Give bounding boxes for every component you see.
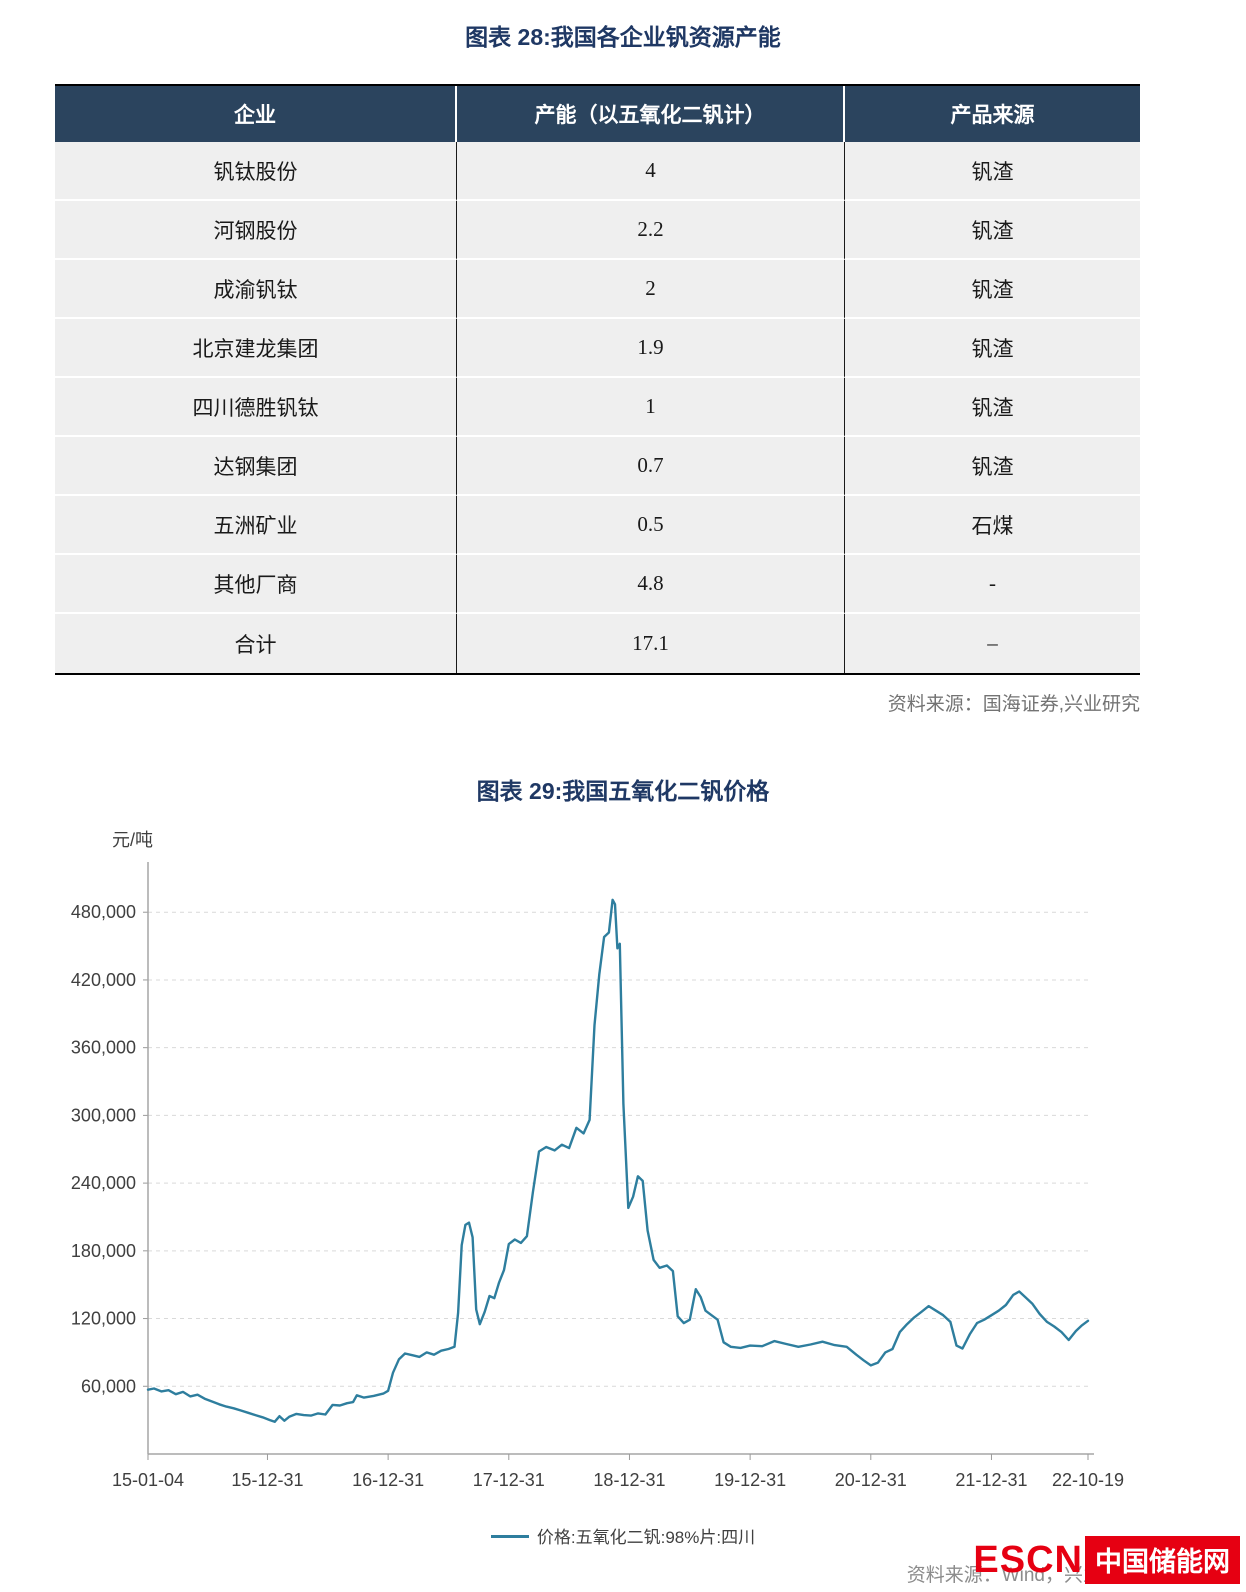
table-cell: 其他厂商	[55, 555, 457, 614]
svg-text:17-12-31: 17-12-31	[473, 1470, 545, 1490]
legend-line-swatch	[490, 1535, 529, 1539]
table-row: 成渝钒钛 2 钒渣	[55, 260, 1140, 319]
figure28-source-note: 资料来源：国海证券,兴业研究	[887, 694, 1140, 715]
svg-text:420,000: 420,000	[71, 970, 136, 990]
escn-logo-text: ESCN	[973, 1538, 1083, 1581]
chart-legend: 价格:五氧化二钒:98%片:四川	[0, 1523, 1246, 1548]
svg-text:20-12-31: 20-12-31	[835, 1470, 907, 1490]
table-cell: 钒渣	[845, 437, 1140, 496]
table-cell: 达钢集团	[55, 437, 457, 496]
figure28-title: 图表 28:我国各企业钒资源产能	[465, 24, 781, 50]
table-header-row: 企业 产能（以五氧化二钒计） 产品来源	[55, 86, 1140, 142]
capacity-table-head: 企业 产能（以五氧化二钒计） 产品来源	[55, 86, 1140, 142]
table-cell: 17.1	[457, 614, 845, 673]
table-cell: 1	[457, 378, 845, 437]
table-cell: 河钢股份	[55, 201, 457, 260]
legend-label: 价格:五氧化二钒:98%片:四川	[536, 1528, 756, 1547]
table-cell: 4.8	[457, 555, 845, 614]
svg-text:16-12-31: 16-12-31	[352, 1470, 424, 1490]
table-row: 钒钛股份 4 钒渣	[55, 142, 1140, 201]
price-chart: 60,000 120,000 180,000 240,000 300,000 360,00…	[71, 830, 1124, 1490]
table-row: 四川德胜钒钛 1 钒渣	[55, 378, 1140, 437]
table-cell: 1.9	[457, 319, 845, 378]
table-cell: 2.2	[457, 201, 845, 260]
table-cell: 钒渣	[845, 142, 1140, 201]
svg-text:120,000: 120,000	[71, 1309, 136, 1329]
table-cell: 4	[457, 142, 845, 201]
table-cell: 钒渣	[845, 378, 1140, 437]
svg-text:480,000: 480,000	[71, 902, 136, 922]
table-cell: 0.5	[457, 496, 845, 555]
svg-text:18-12-31: 18-12-31	[593, 1470, 665, 1490]
capacity-table: 企业 产能（以五氧化二钒计） 产品来源 钒钛股份 4 钒渣 河钢股份 2.2 钒渣 成渝钒钛…	[55, 84, 1140, 675]
table-row: 北京建龙集团 1.9 钒渣	[55, 319, 1140, 378]
svg-text:360,000: 360,000	[71, 1038, 136, 1058]
figure29-title: 图表 29:我国五氧化二钒价格	[476, 778, 770, 804]
svg-text:21-12-31: 21-12-31	[955, 1470, 1027, 1490]
svg-text:180,000: 180,000	[71, 1241, 136, 1261]
svg-text:300,000: 300,000	[71, 1105, 136, 1125]
svg-text:元/吨: 元/吨	[112, 830, 153, 850]
table-cell: 钒渣	[845, 201, 1140, 260]
column-header-company: 企业	[55, 86, 457, 142]
table-cell: –	[845, 614, 1140, 673]
table-cell: 五洲矿业	[55, 496, 457, 555]
svg-text:240,000: 240,000	[71, 1173, 136, 1193]
table-row: 五洲矿业 0.5 石煤	[55, 496, 1140, 555]
table-cell: 北京建龙集团	[55, 319, 457, 378]
table-row: 河钢股份 2.2 钒渣	[55, 201, 1140, 260]
table-cell: 2	[457, 260, 845, 319]
table-cell: 钒钛股份	[55, 142, 457, 201]
table-row: 达钢集团 0.7 钒渣	[55, 437, 1140, 496]
table-cell: 0.7	[457, 437, 845, 496]
table-row: 其他厂商 4.8-	[55, 555, 1140, 614]
table-cell: 钒渣	[845, 260, 1140, 319]
svg-text:15-12-31: 15-12-31	[231, 1470, 303, 1490]
escn-logo-cn-text: 中国储能网	[1085, 1536, 1240, 1584]
figure29-source-note: 资料来源：Wind，兴业研究	[906, 1565, 1140, 1586]
column-header-capacity: 产能（以五氧化二钒计）	[457, 86, 845, 142]
svg-text:19-12-31: 19-12-31	[714, 1470, 786, 1490]
table-cell: -	[845, 555, 1140, 614]
svg-text:22-10-19: 22-10-19	[1052, 1470, 1124, 1490]
capacity-table-body: 钒钛股份 4 钒渣 河钢股份 2.2 钒渣 成渝钒钛 2 钒渣 北京建龙集团 1.9 钒渣 四川德胜钒钛…	[55, 142, 1140, 673]
price-chart-container: 60,000 120,000 180,000 240,000 300,000 360,00…	[0, 814, 1246, 1509]
column-header-source: 产品来源	[845, 86, 1140, 142]
svg-text:15-01-04: 15-01-04	[112, 1470, 184, 1490]
table-cell: 四川德胜钒钛	[55, 378, 457, 437]
table-cell: 成渝钒钛	[55, 260, 457, 319]
table-row: 合计 17.1–	[55, 614, 1140, 673]
escn-watermark-logo: ESCN 中国储能网	[973, 1536, 1240, 1584]
svg-text:60,000: 60,000	[81, 1376, 136, 1396]
table-cell: 石煤	[845, 496, 1140, 555]
table-cell: 钒渣	[845, 319, 1140, 378]
table-cell: 合计	[55, 614, 457, 673]
